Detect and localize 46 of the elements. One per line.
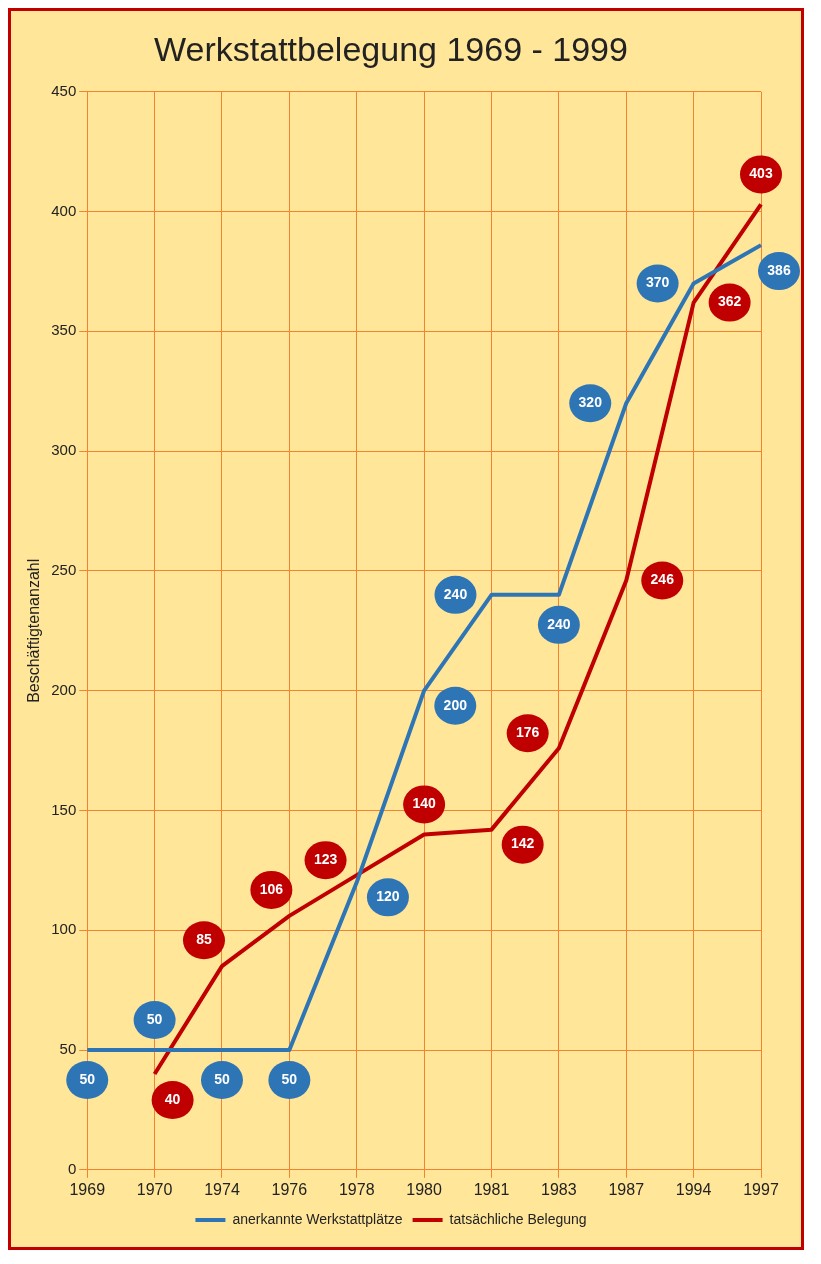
data-label: 50 [214, 1070, 230, 1087]
data-label: 240 [547, 615, 571, 632]
data-label: 50 [146, 1010, 163, 1027]
data-label: 123 [313, 851, 338, 868]
data-label: 320 [578, 394, 603, 411]
data-label: 240 [443, 585, 468, 602]
legend-label: tatsächliche Belegung [449, 1210, 587, 1227]
x-tick-label: 1980 [406, 1180, 443, 1198]
chart-title: Werkstattbelegung 1969 - 1999 [154, 29, 628, 68]
data-label: 370 [645, 274, 670, 291]
data-label: 246 [650, 571, 675, 588]
x-tick-label: 1969 [69, 1180, 106, 1198]
x-tick-label: 1983 [541, 1180, 577, 1198]
data-label: 140 [412, 795, 437, 812]
y-tick-label: 200 [51, 680, 77, 698]
y-tick-label: 350 [51, 321, 77, 339]
data-label: 50 [79, 1070, 96, 1087]
x-tick-label: 1981 [473, 1180, 510, 1198]
data-label: 362 [717, 293, 742, 310]
x-tick-label: 1970 [136, 1180, 173, 1198]
data-label: 200 [443, 696, 468, 713]
data-label: 386 [767, 261, 791, 278]
y-axis-title: Beschäftigtenanzahl [25, 558, 43, 703]
y-tick-label: 0 [67, 1159, 77, 1177]
y-tick-label: 50 [59, 1040, 77, 1058]
data-label: 403 [749, 165, 773, 182]
data-label: 85 [196, 931, 212, 948]
y-tick-label: 400 [51, 201, 77, 219]
legend-label: anerkannte Werkstattplätze [232, 1210, 403, 1227]
data-label: 176 [516, 724, 540, 741]
y-tick-label: 450 [51, 81, 77, 99]
x-tick-label: 1976 [271, 1180, 308, 1198]
y-tick-label: 150 [51, 800, 77, 818]
y-tick-label: 250 [51, 561, 77, 579]
x-tick-label: 1994 [675, 1180, 712, 1198]
y-tick-label: 300 [51, 441, 77, 459]
data-label: 120 [376, 888, 400, 905]
data-label: 40 [164, 1090, 181, 1107]
x-tick-label: 1997 [743, 1180, 779, 1198]
x-tick-label: 1978 [338, 1180, 375, 1198]
data-label: 142 [510, 835, 535, 852]
x-tick-label: 1987 [608, 1180, 645, 1198]
data-label: 50 [281, 1070, 298, 1087]
data-label: 106 [259, 880, 284, 897]
y-tick-label: 100 [51, 920, 77, 938]
x-tick-label: 1974 [204, 1180, 240, 1198]
